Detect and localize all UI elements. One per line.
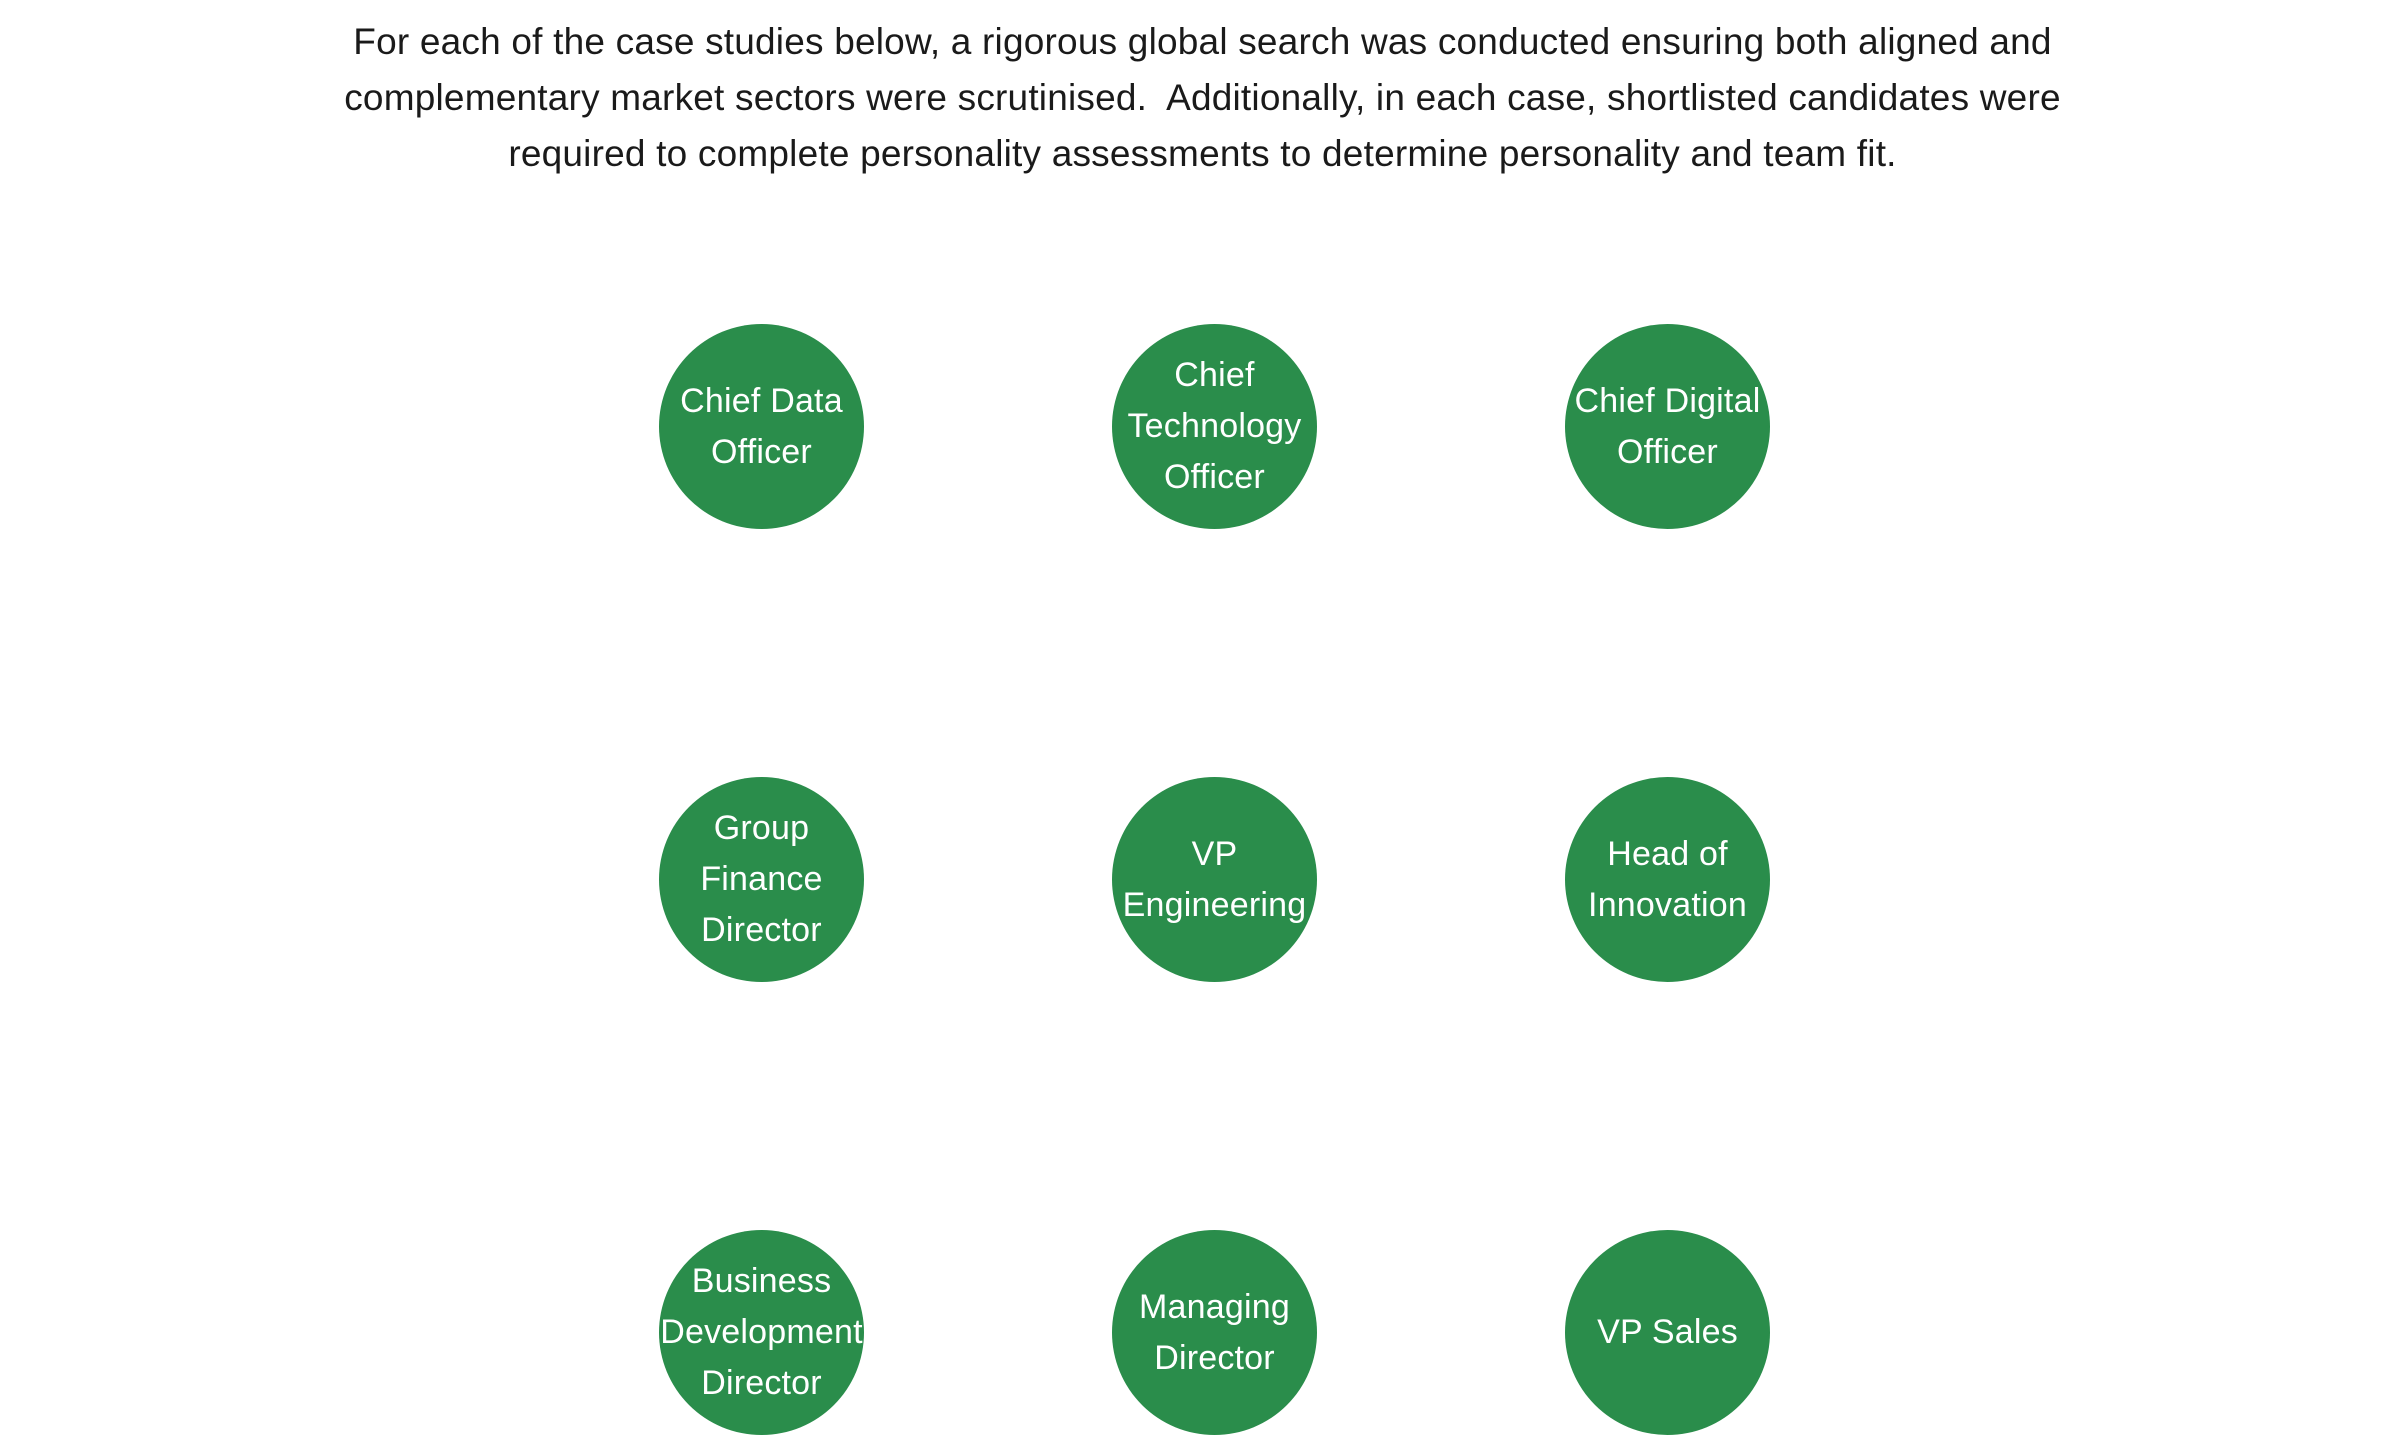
intro-line: required to complete personality assessm… (508, 133, 1897, 174)
case-study-chief-digital-officer[interactable]: Chief Digital Officer (1565, 324, 1770, 529)
case-study-label-line: Development (660, 1313, 863, 1351)
case-study-label-line: Director (701, 911, 822, 949)
case-study-vp-sales[interactable]: VP Sales (1565, 1230, 1770, 1435)
case-study-vp-engineering[interactable]: VP Engineering (1112, 777, 1317, 982)
case-study-label: Business Development Director (660, 1256, 863, 1409)
case-study-label-line: Group (713, 809, 810, 847)
case-study-label-line: Chief Data (680, 381, 843, 420)
case-study-label-line: Chief Digital (1574, 381, 1761, 420)
case-study-label-line: Director (1154, 1338, 1275, 1377)
intro-line: complementary market sectors were scruti… (344, 77, 2061, 118)
case-study-label-line: Managing (1139, 1287, 1290, 1326)
case-study-label-line: Finance (700, 860, 823, 898)
case-study-group-finance-director[interactable]: Group Finance Director (659, 777, 864, 982)
case-study-label-line: Engineering (1122, 885, 1307, 924)
intro-line: For each of the case studies below, a ri… (353, 21, 2052, 62)
case-study-label: Head of Innovation (1588, 829, 1747, 931)
case-study-label-line: Technology (1127, 407, 1302, 445)
case-study-chief-technology-officer[interactable]: Chief Technology Officer (1112, 324, 1317, 529)
intro-paragraph: For each of the case studies below, a ri… (0, 14, 2405, 182)
case-study-label-line: Chief (1174, 356, 1255, 394)
case-study-managing-director[interactable]: Managing Director (1112, 1230, 1317, 1435)
case-study-label: VP Engineering (1123, 829, 1307, 931)
case-study-label-line: Officer (1164, 458, 1265, 496)
case-study-business-development-director[interactable]: Business Development Director (659, 1230, 864, 1435)
case-study-label: Managing Director (1139, 1282, 1290, 1384)
case-study-label-line: Head of (1607, 834, 1728, 873)
case-study-label-line: VP (1191, 834, 1238, 873)
case-study-label: Chief Digital Officer (1575, 376, 1761, 478)
case-study-label-line: Business (691, 1262, 832, 1300)
case-study-label-line: Officer (711, 432, 812, 471)
case-study-label: VP Sales (1597, 1307, 1738, 1358)
case-study-label-line: Director (701, 1364, 822, 1402)
case-study-head-of-innovation[interactable]: Head of Innovation (1565, 777, 1770, 982)
case-study-label-line: Innovation (1588, 885, 1747, 924)
case-study-label-line: VP Sales (1597, 1313, 1738, 1351)
case-study-label-line: Officer (1617, 432, 1718, 471)
case-study-label: Chief Data Officer (680, 376, 843, 478)
case-study-label: Group Finance Director (700, 803, 822, 956)
case-study-chief-data-officer[interactable]: Chief Data Officer (659, 324, 864, 529)
case-study-label: Chief Technology Officer (1127, 350, 1301, 503)
